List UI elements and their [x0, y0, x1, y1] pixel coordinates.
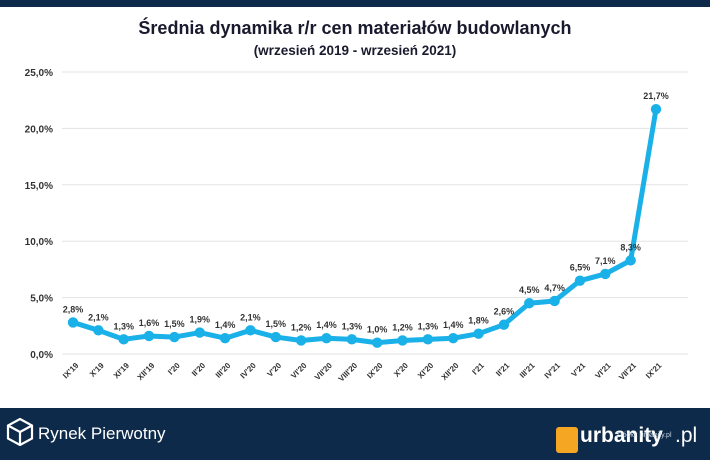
data-point [245, 325, 256, 336]
x-tick-label: III'20 [214, 361, 233, 380]
x-tick-label: IV'20 [239, 361, 259, 381]
data-point [650, 104, 662, 115]
data-label: 1,3% [113, 321, 134, 331]
data-label: 1,8% [468, 316, 489, 326]
data-label: 1,2% [392, 322, 413, 332]
x-tick-label: IV'21 [543, 361, 563, 381]
x-tick-label: VII'20 [313, 361, 334, 382]
x-tick-label: IX'20 [365, 361, 385, 381]
brand-name: Rynek Pierwotny [38, 424, 166, 443]
x-tick-label: X'20 [392, 361, 410, 379]
y-tick-label: 10,0% [25, 237, 53, 248]
data-point [93, 325, 104, 336]
data-point [422, 334, 434, 345]
data-point [524, 298, 535, 309]
x-tick-label: XII'19 [136, 361, 157, 382]
x-tick-label: VI'21 [593, 361, 613, 381]
data-point [295, 335, 307, 346]
x-tick-label: VIII'20 [337, 361, 360, 384]
data-point [67, 317, 79, 328]
data-label: 2,1% [240, 312, 261, 322]
data-label: 4,7% [544, 283, 565, 293]
data-label: 1,4% [215, 320, 236, 330]
data-label: 1,4% [316, 320, 337, 330]
data-point [270, 331, 281, 343]
data-label: 6,5% [570, 263, 591, 273]
x-tick-label: I'20 [166, 361, 182, 377]
data-point [625, 255, 636, 266]
rynek-pierwotny-logo-icon [6, 418, 34, 446]
data-label: 1,3% [418, 321, 439, 331]
x-tick-label: X'19 [88, 361, 106, 379]
urbanity-logo-icon [556, 427, 578, 453]
x-tick-label: I'21 [470, 361, 486, 377]
data-point [143, 330, 155, 342]
x-tick-label: IX'21 [644, 361, 664, 381]
x-tick-label: V'20 [265, 361, 283, 379]
data-point [169, 331, 180, 343]
footer-bar [0, 408, 710, 460]
line-chart: 0,0% 5,0% 10,0% 15,0% 20,0% 25,0% 2,8% IX'19 2,1… [25, 68, 688, 384]
data-point [321, 333, 332, 344]
data-point [473, 328, 484, 339]
data-label: 2,6% [494, 307, 515, 317]
data-label: 1,0% [367, 325, 388, 335]
data-label: 1,9% [189, 315, 210, 325]
data-label: 1,2% [291, 322, 312, 332]
data-label: 1,5% [266, 319, 287, 329]
urbanity-tld: .pl [675, 424, 698, 447]
data-label: 1,3% [342, 321, 363, 331]
urbanity-name: urbanity [580, 424, 663, 447]
x-tick-label: VII'21 [617, 361, 638, 382]
data-point [118, 334, 129, 345]
x-tick-label: IX'19 [61, 361, 81, 381]
data-label: 4,5% [519, 285, 540, 295]
data-label: 1,6% [139, 318, 160, 328]
x-tick-label: XI'19 [112, 361, 132, 381]
y-tick-label: 15,0% [25, 181, 53, 192]
chart-title: Średnia dynamika r/r cen materiałów budo… [138, 18, 572, 38]
x-tick-label: III'21 [518, 361, 537, 380]
data-label: 1,5% [164, 319, 185, 329]
data-point [600, 268, 611, 280]
data-label: 21,7% [643, 91, 669, 101]
data-label: 2,1% [88, 312, 109, 322]
x-tick-label: V'21 [570, 361, 588, 379]
data-point [397, 335, 408, 346]
data-label: 1,4% [443, 320, 464, 330]
y-tick-label: 20,0% [25, 124, 53, 135]
source-note: Źródło: urbanity.pl [616, 432, 672, 439]
data-point [448, 333, 459, 344]
x-tick-label: VI'20 [289, 361, 309, 381]
y-tick-label: 25,0% [25, 68, 53, 79]
top-bar [0, 0, 710, 7]
data-point [346, 334, 358, 345]
data-label: 7,1% [595, 256, 616, 266]
series-line [70, 106, 659, 346]
x-tick-label: II'20 [190, 361, 208, 379]
x-tick-label: XI'20 [416, 361, 436, 381]
data-label: 2,8% [63, 304, 84, 314]
x-tick-label: XII'20 [440, 361, 461, 382]
chart-subtitle: (wrzesień 2019 - wrzesień 2021) [253, 43, 457, 58]
data-point [498, 319, 510, 330]
data-point [371, 337, 383, 348]
data-point [549, 295, 560, 307]
y-tick-label: 5,0% [30, 294, 53, 305]
data-point [219, 333, 231, 344]
y-tick-label: 0,0% [30, 350, 53, 361]
x-tick-label: II'21 [494, 361, 512, 379]
data-label: 8,3% [620, 242, 641, 252]
data-point [574, 275, 586, 286]
data-point [194, 327, 205, 338]
